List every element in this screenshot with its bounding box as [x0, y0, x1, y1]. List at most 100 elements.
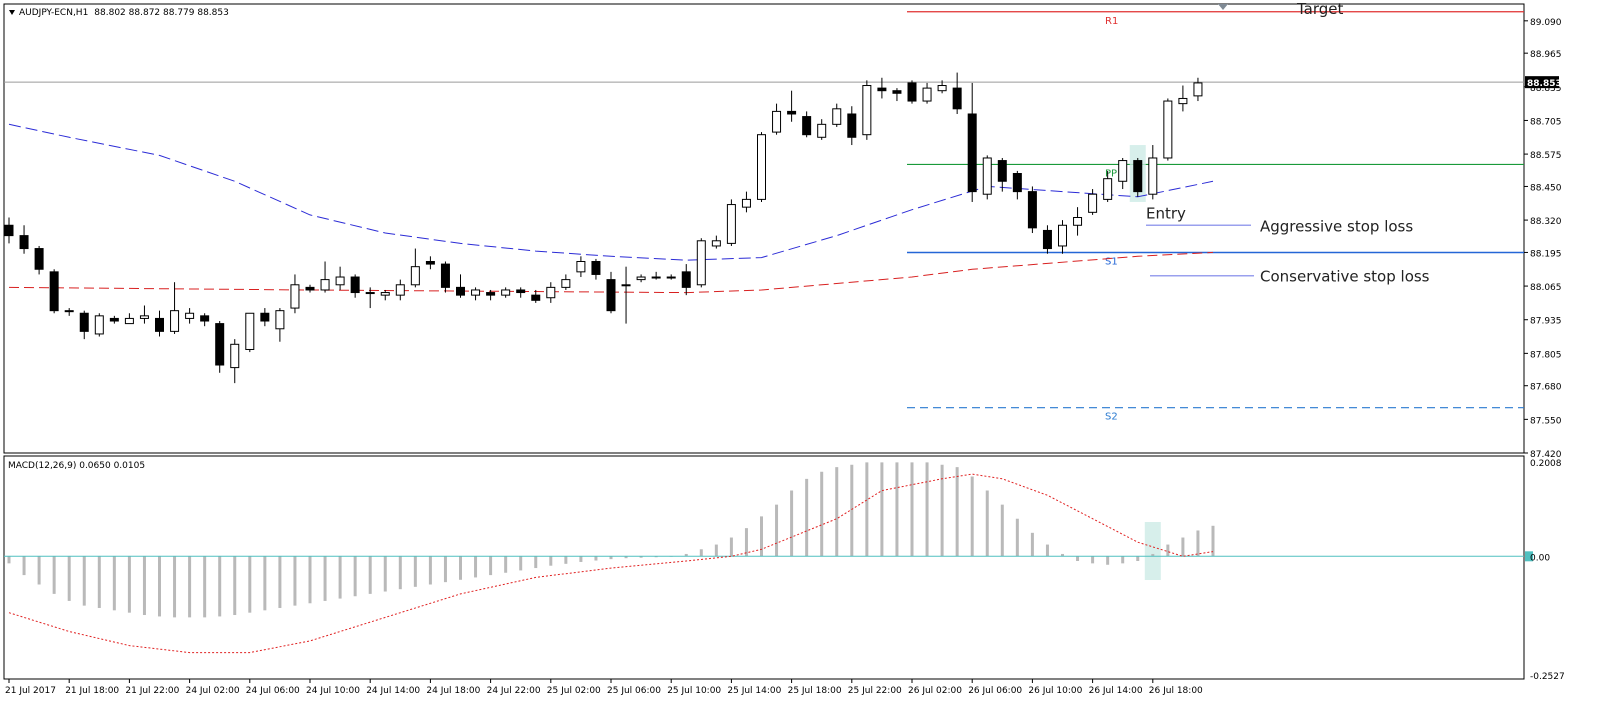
candle[interactable] [380, 289, 390, 301]
candle-body [245, 312, 255, 350]
candle-body [275, 310, 285, 330]
symbol-dropdown-icon[interactable] [9, 10, 15, 15]
candle[interactable] [94, 313, 104, 337]
candle[interactable] [410, 248, 420, 288]
candle[interactable] [606, 271, 616, 314]
candle-body [516, 289, 526, 294]
candle[interactable] [395, 279, 405, 301]
candle[interactable] [155, 310, 164, 337]
candle[interactable] [726, 199, 736, 246]
time-tick-label: 25 Jul 06:00 [607, 686, 661, 696]
candle[interactable] [425, 256, 435, 270]
candle[interactable] [696, 238, 706, 288]
candle[interactable] [170, 282, 180, 334]
candle[interactable] [365, 287, 375, 309]
candle[interactable] [576, 256, 586, 278]
candle[interactable] [290, 274, 300, 314]
candle[interactable] [651, 271, 661, 280]
candle[interactable] [335, 266, 345, 290]
time-tick-label: 24 Jul 14:00 [366, 686, 420, 696]
candle[interactable] [260, 308, 270, 327]
candle[interactable] [982, 155, 992, 200]
candle[interactable] [1073, 207, 1083, 236]
candle[interactable] [456, 274, 465, 298]
candle[interactable] [1178, 85, 1188, 112]
candle[interactable] [440, 261, 450, 293]
candle[interactable] [666, 274, 676, 280]
candle[interactable] [1193, 77, 1203, 102]
candle-body [591, 260, 601, 275]
candle[interactable] [501, 287, 511, 298]
candle[interactable] [892, 88, 902, 102]
candle[interactable] [1042, 225, 1052, 254]
candle[interactable] [772, 103, 782, 135]
candle[interactable] [486, 289, 496, 301]
candle[interactable] [79, 310, 89, 340]
candle-body [501, 289, 511, 296]
candle[interactable] [516, 287, 526, 298]
candle[interactable] [741, 191, 751, 213]
candle[interactable] [757, 132, 766, 202]
candle[interactable] [230, 339, 240, 384]
candle[interactable] [967, 82, 977, 202]
candle[interactable] [952, 72, 962, 114]
candle[interactable] [1088, 189, 1098, 215]
candle[interactable] [681, 264, 691, 296]
candle[interactable] [471, 287, 481, 301]
candle[interactable] [561, 274, 571, 290]
candle[interactable] [937, 80, 947, 94]
candle[interactable] [832, 103, 842, 127]
candle[interactable] [19, 225, 29, 254]
candle[interactable] [320, 261, 330, 293]
candle[interactable] [636, 274, 646, 283]
candle[interactable] [591, 258, 601, 280]
candle[interactable] [305, 284, 315, 293]
candle-body [832, 108, 842, 125]
candle[interactable] [1163, 98, 1173, 161]
candle[interactable] [877, 77, 887, 99]
candle[interactable] [907, 80, 917, 104]
candle[interactable] [4, 217, 14, 244]
candle[interactable] [1133, 157, 1143, 197]
price-tick-label: 88.705 [1530, 117, 1562, 127]
candle[interactable] [997, 157, 1007, 192]
candle[interactable] [847, 106, 857, 146]
candle[interactable] [1148, 145, 1158, 200]
candle[interactable] [350, 274, 360, 298]
candle[interactable] [275, 308, 285, 342]
candle-body [34, 248, 44, 270]
candle[interactable] [1027, 186, 1037, 234]
candle-body [425, 260, 435, 265]
candle[interactable] [621, 266, 631, 324]
candle[interactable] [922, 82, 932, 104]
candle[interactable] [124, 313, 134, 325]
candle[interactable] [531, 289, 541, 303]
candle[interactable] [200, 313, 210, 327]
candle[interactable] [817, 119, 827, 140]
candle[interactable] [215, 321, 225, 373]
candle[interactable] [546, 282, 556, 303]
candle[interactable] [245, 312, 255, 353]
candle[interactable] [185, 308, 195, 324]
candle-body [185, 312, 195, 319]
pivot-level-label: R1 [1105, 16, 1118, 27]
candle[interactable] [139, 305, 149, 324]
candle[interactable] [802, 111, 812, 138]
candle[interactable] [711, 235, 721, 249]
candle[interactable] [1012, 170, 1022, 200]
candle-body [696, 240, 706, 286]
time-tick-label: 25 Jul 18:00 [788, 686, 842, 696]
candle[interactable] [1103, 170, 1113, 202]
time-tick-label: 24 Jul 10:00 [306, 686, 360, 696]
candle[interactable] [64, 308, 74, 316]
candle[interactable] [109, 315, 119, 324]
candle[interactable] [34, 245, 44, 275]
time-tick-label: 24 Jul 02:00 [186, 686, 240, 696]
candle[interactable] [862, 80, 872, 140]
candle[interactable] [49, 269, 59, 314]
candle[interactable] [1118, 157, 1128, 190]
candle[interactable] [787, 90, 797, 122]
candle[interactable] [1058, 220, 1067, 254]
